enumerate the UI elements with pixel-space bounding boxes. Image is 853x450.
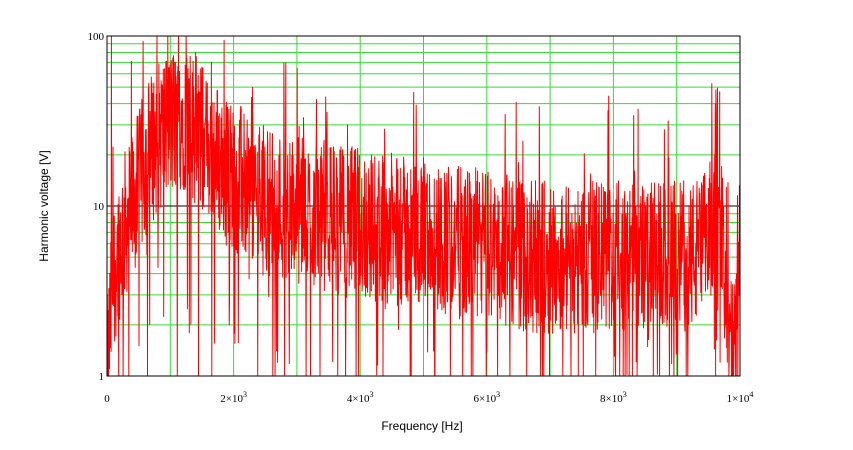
x-tick-labels: 0 2×103 4×103 6×103 8×103 1×104 <box>104 390 753 405</box>
x-tick-label: 1×104 <box>727 390 754 405</box>
x-axis-label: Frequency [Hz] <box>381 419 462 433</box>
x-tick-label: 0 <box>104 393 110 405</box>
y-axis-label: Harmonic voltage [V] <box>37 150 51 261</box>
y-tick-label: 1 <box>99 371 105 383</box>
y-tick-label: 10 <box>93 201 105 213</box>
y-tick-labels: 1 10 100 <box>88 31 105 383</box>
x-tick-label: 2×103 <box>220 390 247 405</box>
x-tick-label: 8×103 <box>600 390 627 405</box>
series-line <box>106 35 741 377</box>
harmonic-series <box>106 35 741 377</box>
plot-frame <box>106 35 741 377</box>
y-tick-label: 100 <box>88 31 105 43</box>
x-tick-label: 6×103 <box>473 390 500 405</box>
x-tick-label: 4×103 <box>347 390 374 405</box>
